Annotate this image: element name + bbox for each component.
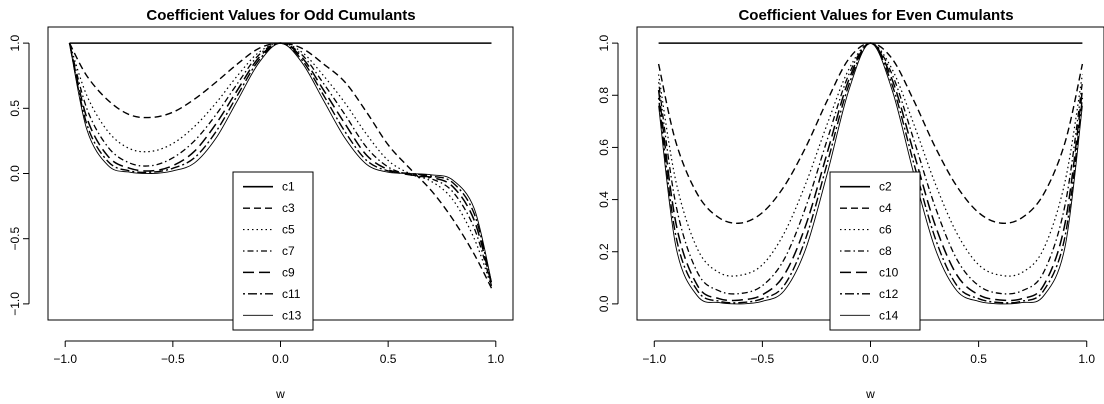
x-tick-label: 1.0 bbox=[487, 352, 504, 366]
y-axis: −1.0 −0.5 0.0 0.5 1.0 bbox=[8, 34, 30, 316]
y-tick-label: 0.5 bbox=[8, 100, 22, 117]
y-tick-label: 0.0 bbox=[597, 295, 611, 312]
x-tick-label: 0.0 bbox=[862, 352, 879, 366]
x-tick-label: −1.0 bbox=[642, 352, 666, 366]
legend: c1 c3 c5 c7 c9 c11 c13 bbox=[232, 171, 314, 331]
legend-label-c3: c3 bbox=[282, 201, 295, 215]
y-tick-label: −1.0 bbox=[8, 292, 22, 316]
x-tick-label: 0.0 bbox=[272, 352, 289, 366]
x-axis: −1.0 −0.5 0.0 0.5 1.0 bbox=[642, 340, 1095, 366]
legend-label-c7: c7 bbox=[282, 244, 295, 258]
legend-label-c11: c11 bbox=[282, 287, 301, 301]
chart-panel-2: Coefficient Values for Even Cumulants −1.… bbox=[597, 7, 1104, 401]
y-tick-label: 0.8 bbox=[597, 87, 611, 104]
legend-box bbox=[232, 171, 314, 331]
series-group bbox=[68, 42, 493, 289]
series-line-c14 bbox=[658, 42, 1083, 305]
legend-label-c12: c12 bbox=[879, 287, 899, 301]
legend-label-c9: c9 bbox=[282, 265, 295, 279]
legend-label-c10: c10 bbox=[879, 265, 899, 279]
series-group bbox=[657, 42, 1084, 305]
y-tick-label: 1.0 bbox=[8, 34, 22, 51]
x-tick-label: −0.5 bbox=[161, 352, 185, 366]
legend-label-c13: c13 bbox=[282, 308, 302, 322]
y-tick-label: −0.5 bbox=[8, 227, 22, 251]
legend-label-c1: c1 bbox=[282, 180, 295, 194]
x-tick-label: −0.5 bbox=[751, 352, 775, 366]
x-axis: −1.0 −0.5 0.0 0.5 1.0 bbox=[53, 340, 504, 366]
x-tick-label: 0.5 bbox=[970, 352, 987, 366]
y-tick-label: 0.6 bbox=[597, 139, 611, 156]
x-axis-label: w bbox=[275, 387, 285, 401]
y-tick-label: 0.4 bbox=[597, 191, 611, 208]
series-line-c8 bbox=[657, 42, 1084, 295]
y-axis: 0.0 0.2 0.4 0.6 0.8 1.0 bbox=[597, 34, 619, 312]
series-line-c13 bbox=[69, 42, 492, 282]
legend-label-c4: c4 bbox=[879, 201, 892, 215]
x-tick-label: 1.0 bbox=[1078, 352, 1095, 366]
y-tick-label: 0.2 bbox=[597, 243, 611, 260]
chart-title: Coefficient Values for Even Cumulants bbox=[738, 7, 1013, 24]
legend-label-c14: c14 bbox=[879, 308, 899, 322]
legend: c2 c4 c6 c8 c10 c12 c14 bbox=[829, 171, 921, 331]
chart-title: Coefficient Values for Odd Cumulants bbox=[146, 7, 415, 24]
x-axis-label: w bbox=[865, 387, 875, 401]
chart-panel-1: Coefficient Values for Odd Cumulants −1.0… bbox=[8, 7, 514, 401]
legend-label-c5: c5 bbox=[282, 223, 295, 237]
legend-box bbox=[829, 171, 921, 331]
legend-label-c8: c8 bbox=[879, 244, 892, 258]
y-tick-label: 1.0 bbox=[597, 34, 611, 51]
x-tick-label: 0.5 bbox=[380, 352, 397, 366]
legend-label-c6: c6 bbox=[879, 223, 892, 237]
y-tick-label: 0.0 bbox=[8, 165, 22, 182]
legend-label-c2: c2 bbox=[879, 180, 892, 194]
x-tick-label: −1.0 bbox=[53, 352, 77, 366]
